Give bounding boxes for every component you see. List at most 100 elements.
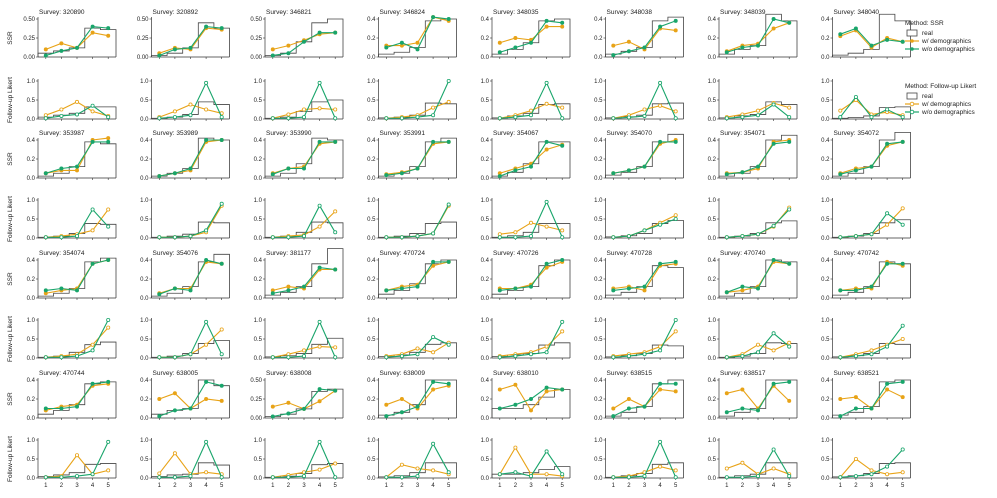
without-demographics-point <box>43 116 48 121</box>
without-demographics-point <box>399 410 404 415</box>
with-demographics-point <box>756 342 761 347</box>
y-tick-label: 1.0 <box>821 438 830 444</box>
without-demographics-point <box>497 50 502 55</box>
y-tick-label: 0.0 <box>254 176 263 182</box>
without-demographics-line <box>840 27 903 47</box>
without-demographics-point <box>446 202 451 207</box>
real-histogram <box>605 379 684 418</box>
y-tick-label: 0.5 <box>481 337 490 343</box>
without-demographics-point <box>384 288 389 293</box>
with-demographics-point <box>157 471 162 476</box>
without-demographics-line <box>45 259 109 291</box>
with-demographics-point <box>317 106 322 111</box>
panel-title: Survey: 354072 <box>834 130 880 137</box>
y-tick-label: 0.0 <box>708 117 717 123</box>
y-tick-label: 0.4 <box>594 138 603 144</box>
without-demographics-point <box>869 115 874 120</box>
with-demographics-point <box>75 453 80 458</box>
with-demographics-point <box>544 101 549 106</box>
with-demographics-point <box>560 105 565 110</box>
x-tick-label: 2 <box>287 483 291 489</box>
without-demographics-point <box>771 16 776 21</box>
y-tick-label: 0.0 <box>27 296 36 302</box>
panel-title: Survey: 354074 <box>39 250 85 257</box>
y-tick-label: 1.0 <box>594 318 603 324</box>
y-tick-label: 1.0 <box>367 198 376 204</box>
with-demographics-line <box>840 388 903 410</box>
without-demographics-point <box>544 18 549 23</box>
without-demographics-point <box>301 354 306 359</box>
y-tick-label: 0.2 <box>594 157 603 163</box>
without-demographics-point <box>771 257 776 262</box>
with-demographics-point <box>544 224 549 229</box>
without-demographics-point <box>219 383 224 388</box>
with-demographics-point <box>900 206 905 211</box>
without-demographics-point <box>642 404 647 409</box>
y-tick-label: 0.00 <box>250 416 262 422</box>
y-tick-label: 0.4 <box>594 378 603 384</box>
x-tick-label: 3 <box>302 483 306 489</box>
y-tick-label: 0.5 <box>708 337 717 343</box>
real-histogram <box>37 381 117 418</box>
y-tick-label: 0.5 <box>708 217 717 223</box>
without-demographics-point <box>544 449 549 454</box>
row-ylabel: Follow-up Likert <box>7 77 14 123</box>
y-tick-label: 1.0 <box>821 198 830 204</box>
without-demographics-point <box>188 234 193 239</box>
with-demographics-point <box>317 344 322 349</box>
without-demographics-point <box>771 381 776 386</box>
without-demographics-point <box>188 406 193 411</box>
x-tick-label: 1 <box>385 483 389 489</box>
without-demographics-point <box>513 354 518 359</box>
without-demographics-point <box>415 474 420 479</box>
y-tick-label: 1.0 <box>821 79 830 85</box>
without-demographics-point <box>384 235 389 240</box>
legend-likert: Method: Follow-up Likert real w/ demogra… <box>905 83 976 116</box>
without-demographics-point <box>611 414 616 419</box>
x-tick-label: 1 <box>839 483 843 489</box>
with-demographics-point <box>106 325 111 330</box>
without-demographics-point <box>626 475 631 480</box>
legend-ssr-without: w/o demographics <box>905 45 975 53</box>
legend-ssr-with: w/ demographics <box>905 37 975 45</box>
without-demographics-point <box>90 261 95 266</box>
without-demographics-point <box>529 113 534 118</box>
without-demographics-point <box>188 288 193 293</box>
real-histogram <box>491 389 571 418</box>
with-demographics-point <box>415 346 420 351</box>
panel-title: Survey: 638010 <box>493 370 539 377</box>
x-tick-label: 2 <box>400 483 404 489</box>
y-tick-label: 0.0 <box>481 55 490 61</box>
with-demographics-line <box>272 390 336 410</box>
with-demographics-point <box>399 462 404 467</box>
without-demographics-point <box>658 139 663 144</box>
with-demographics-point <box>642 288 647 293</box>
without-demographics-point <box>673 317 678 322</box>
without-demographics-point <box>172 171 177 176</box>
with-demographics-point <box>333 461 338 466</box>
x-tick-label: 1 <box>498 483 502 489</box>
y-tick-label: 0.4 <box>367 138 376 144</box>
y-tick-label: 0.4 <box>27 138 36 144</box>
without-demographics-point <box>157 475 162 480</box>
without-demographics-point <box>885 37 890 42</box>
y-tick-label: 0.0 <box>594 476 603 482</box>
with-demographics-point <box>658 464 663 469</box>
with-demographics-point <box>658 387 663 392</box>
with-demographics-point <box>157 396 162 401</box>
with-demographics-point <box>431 387 436 392</box>
x-tick-label: 5 <box>674 483 678 489</box>
without-demographics-point <box>756 350 761 355</box>
without-demographics-point <box>838 475 843 480</box>
y-tick-label: 0.0 <box>594 356 603 362</box>
with-demographics-point <box>415 40 420 45</box>
without-demographics-point <box>724 116 729 121</box>
without-demographics-line <box>159 381 222 417</box>
with-demographics-point <box>544 265 549 270</box>
without-demographics-point <box>219 352 224 357</box>
legend-real-swatch-icon <box>905 29 919 37</box>
without-demographics-point <box>317 387 322 392</box>
x-tick-label: 4 <box>658 483 662 489</box>
with-demographics-point <box>838 396 843 401</box>
with-demographics-point <box>301 107 306 112</box>
